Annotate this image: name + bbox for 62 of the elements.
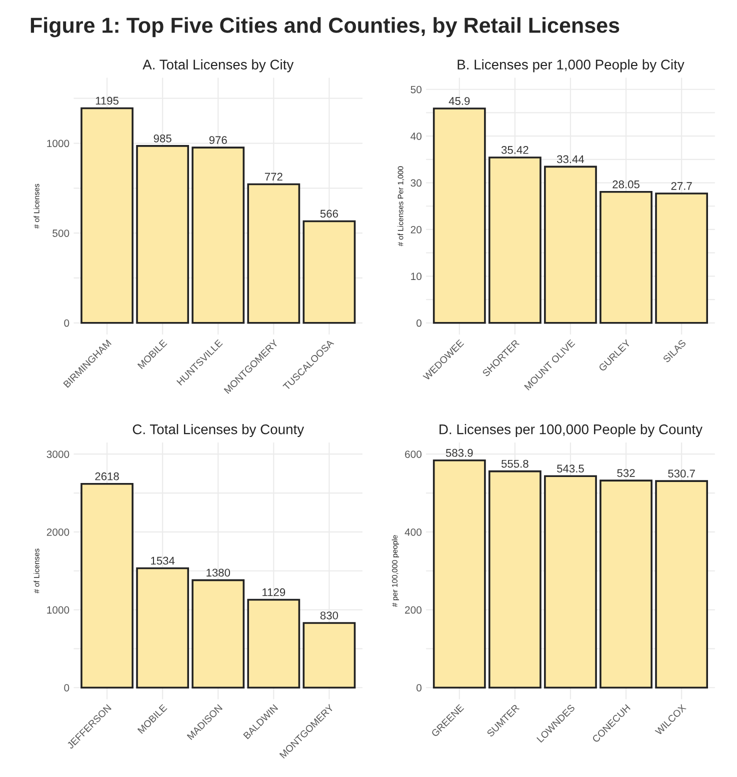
y-tick-label: 400 xyxy=(404,528,422,536)
chart-title: D. Licenses per 100,000 People by County xyxy=(440,424,702,437)
data-label: 1129 xyxy=(262,588,286,596)
bar xyxy=(655,480,708,689)
bar xyxy=(247,598,300,689)
chart-title: C. Total Licenses by County xyxy=(132,424,304,437)
data-label: 35.42 xyxy=(501,146,528,154)
y-tick-label: 10 xyxy=(411,272,422,280)
bar xyxy=(488,470,542,689)
data-label: 830 xyxy=(320,612,338,620)
data-label: 532 xyxy=(617,469,635,477)
y-tick-label: 0 xyxy=(64,319,70,327)
y-tick-label: 600 xyxy=(405,450,422,458)
bar xyxy=(655,192,708,324)
data-label: 1534 xyxy=(151,556,175,565)
bar xyxy=(432,459,486,689)
y-tick-label: 40 xyxy=(410,132,422,140)
bar xyxy=(80,107,134,324)
bar xyxy=(600,190,652,324)
bar xyxy=(544,475,597,689)
data-label: 543.5 xyxy=(557,464,584,473)
data-label: 1380 xyxy=(206,568,230,577)
bar xyxy=(544,166,597,324)
data-label: 530.7 xyxy=(668,470,695,478)
y-tick-label: 0 xyxy=(416,319,422,327)
chart-title: A. Total Licenses by City xyxy=(142,59,294,72)
y-tick-label: 1000 xyxy=(47,606,70,614)
bar xyxy=(600,480,652,689)
data-label: 45.9 xyxy=(448,97,470,105)
data-label: 28.05 xyxy=(612,180,640,188)
bar xyxy=(136,567,190,689)
data-label: 985 xyxy=(154,134,172,142)
bar xyxy=(136,145,190,324)
bar xyxy=(302,622,356,689)
bar xyxy=(488,156,542,324)
y-tick-label: 200 xyxy=(405,606,422,614)
data-label: 772 xyxy=(264,172,282,181)
bar xyxy=(432,108,486,324)
data-label: 566 xyxy=(320,210,338,218)
y-tick-label: 0 xyxy=(64,684,70,692)
y-tick-label: 2000 xyxy=(46,528,70,536)
data-label: 555.8 xyxy=(501,460,528,468)
text: Figure 1: Top Five Cities and Counties, by Retail Licenses xyxy=(30,17,620,38)
data-label: 2618 xyxy=(95,472,119,480)
y-tick-label: 1000 xyxy=(47,140,70,148)
data-label: 33.44 xyxy=(557,155,584,164)
y-tick-label: 30 xyxy=(410,179,422,187)
data-label: 1195 xyxy=(96,96,119,105)
bar xyxy=(192,579,245,689)
bar xyxy=(80,482,134,689)
data-label: 27.7 xyxy=(671,182,692,190)
y-tick-label: 500 xyxy=(52,230,70,237)
y-tick-label: 0 xyxy=(416,684,422,692)
bar xyxy=(247,183,300,324)
data-label: 976 xyxy=(209,136,227,144)
chart-title: B. Licenses per 1,000 People by City xyxy=(458,59,684,72)
y-tick-label: 50 xyxy=(410,86,422,94)
bar xyxy=(302,220,356,324)
bar xyxy=(192,146,245,324)
y-tick-label: 3000 xyxy=(46,450,70,458)
data-label: 583.9 xyxy=(446,448,473,457)
y-tick-label: 20 xyxy=(410,226,422,234)
